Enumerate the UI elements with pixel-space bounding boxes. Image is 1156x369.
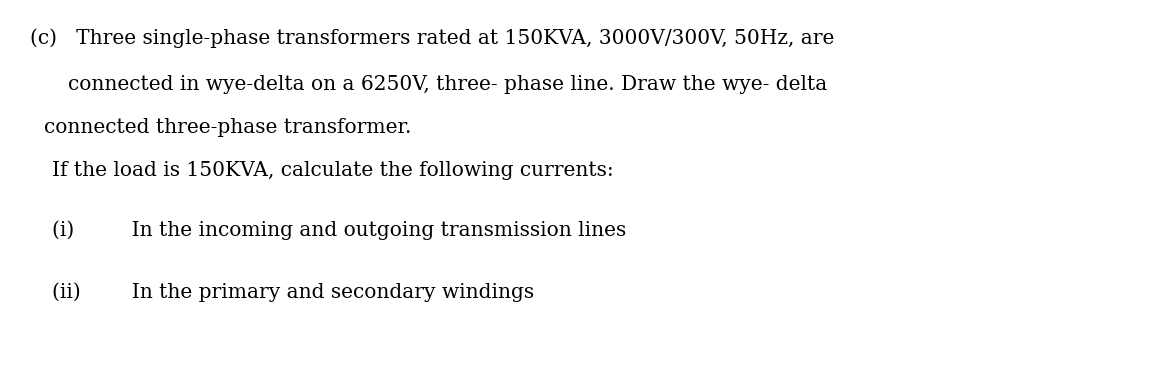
Text: (c)   Three single-phase transformers rated at 150KVA, 3000V/300V, 50Hz, are: (c) Three single-phase transformers rate… <box>30 28 835 48</box>
Text: (i)         In the incoming and outgoing transmission lines: (i) In the incoming and outgoing transmi… <box>52 220 627 239</box>
Text: connected in wye-delta on a 6250V, three- phase line. Draw the wye- delta: connected in wye-delta on a 6250V, three… <box>68 75 828 94</box>
Text: (ii)        In the primary and secondary windings: (ii) In the primary and secondary windin… <box>52 282 534 301</box>
Text: connected three-phase transformer.: connected three-phase transformer. <box>44 118 412 137</box>
Text: If the load is 150KVA, calculate the following currents:: If the load is 150KVA, calculate the fol… <box>52 161 614 180</box>
